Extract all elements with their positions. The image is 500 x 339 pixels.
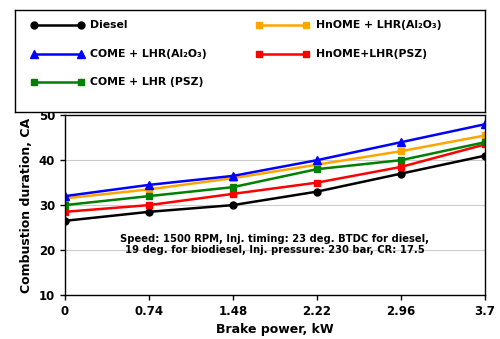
- X-axis label: Brake power, kW: Brake power, kW: [216, 323, 334, 336]
- Text: HnOME + LHR(Al₂O₃): HnOME + LHR(Al₂O₃): [316, 20, 442, 31]
- Text: HnOME+LHR(PSZ): HnOME+LHR(PSZ): [316, 49, 427, 59]
- Y-axis label: Combustion duration, CA: Combustion duration, CA: [20, 118, 34, 293]
- Text: Speed: 1500 RPM, Inj. timing: 23 deg. BTDC for diesel,
19 deg. for biodiesel, In: Speed: 1500 RPM, Inj. timing: 23 deg. BT…: [120, 234, 430, 255]
- Text: COME + LHR (PSZ): COME + LHR (PSZ): [90, 77, 204, 87]
- Text: COME + LHR(Al₂O₃): COME + LHR(Al₂O₃): [90, 49, 207, 59]
- Text: Diesel: Diesel: [90, 20, 128, 31]
